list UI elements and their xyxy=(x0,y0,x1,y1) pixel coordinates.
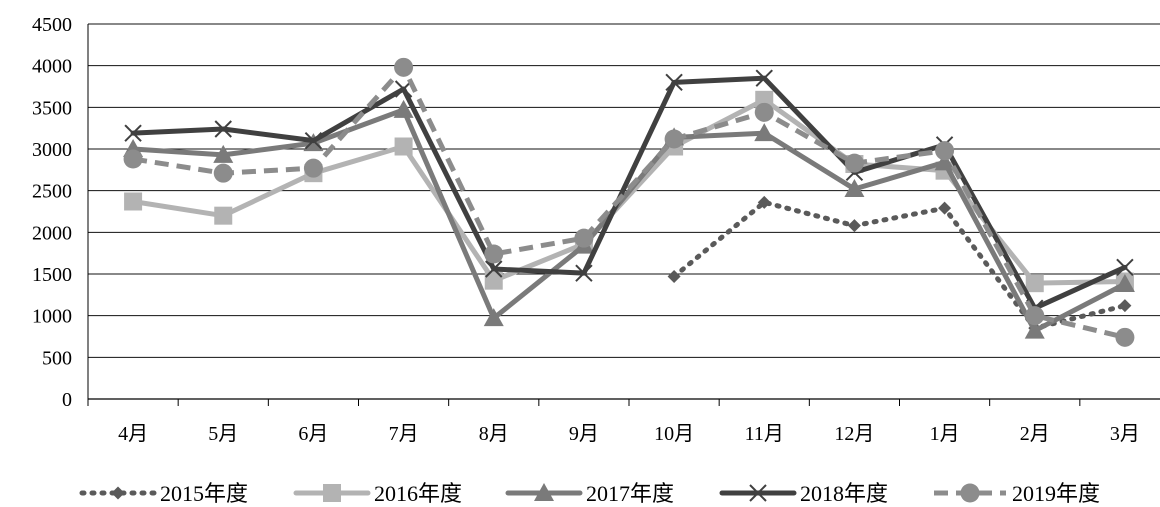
legend-marker-stroke xyxy=(749,484,767,502)
y-tick-label: 3000 xyxy=(32,139,72,161)
data-point xyxy=(484,271,503,290)
legend-item: 2016年度 xyxy=(293,481,462,506)
data-point xyxy=(1024,320,1045,339)
data-point xyxy=(214,120,232,138)
legend-label: 2016年度 xyxy=(374,481,462,506)
y-tick-label: 3500 xyxy=(32,97,72,119)
data-point xyxy=(123,149,143,169)
x-tick-label: 11月 xyxy=(745,423,784,445)
x-axis: 4月 5月 6月 7月 8月 9月 10月 11月 12月 1月 2月 3月 xyxy=(87,399,1140,445)
y-tick-label: 1500 xyxy=(32,264,72,286)
data-point xyxy=(213,144,234,163)
x-tick-label: 12月 xyxy=(834,423,874,445)
legend-item: 2019年度 xyxy=(934,481,1100,506)
y-tick-label: 2500 xyxy=(32,181,72,203)
data-point xyxy=(1114,274,1135,292)
legend-item: 2015年度 xyxy=(79,481,248,506)
data-point xyxy=(934,152,955,171)
data-point xyxy=(1116,258,1134,277)
data-point xyxy=(755,69,773,87)
series-lines xyxy=(123,57,1135,347)
series-line xyxy=(671,199,1128,331)
x-tick-label: 9月 xyxy=(569,423,599,445)
data-point-stroke xyxy=(755,69,773,87)
x-tick-label: 2月 xyxy=(1020,423,1050,445)
legend-marker xyxy=(111,486,125,500)
data-point xyxy=(124,192,143,211)
data-point xyxy=(1118,299,1132,313)
x-tick-label: 1月 xyxy=(930,423,960,445)
data-point xyxy=(303,158,323,178)
data-point xyxy=(667,270,681,283)
series-line xyxy=(130,107,1128,334)
x-tick-label: 3月 xyxy=(1110,423,1140,445)
data-point xyxy=(847,219,861,233)
data-point-stroke xyxy=(214,120,232,138)
series-line xyxy=(130,75,1128,311)
data-point-stroke xyxy=(575,264,593,282)
data-point xyxy=(664,129,684,149)
data-point xyxy=(1115,327,1135,347)
y-tick-label: 2000 xyxy=(32,222,72,244)
legend-marker xyxy=(534,483,554,501)
data-point xyxy=(844,153,864,173)
data-point xyxy=(483,308,504,327)
y-tick-label: 1000 xyxy=(32,306,72,328)
data-point xyxy=(574,228,594,248)
series-5 xyxy=(123,57,1135,347)
y-axis-tick-labels: 0 500 1000 1500 2000 2500 3000 3500 4000 4500 xyxy=(32,14,72,411)
y-tick-label: 4500 xyxy=(32,14,72,36)
legend-label: 2017年度 xyxy=(586,481,674,506)
data-point xyxy=(844,179,865,197)
data-point-stroke xyxy=(665,73,683,92)
x-tick-label: 8月 xyxy=(479,423,509,445)
data-point xyxy=(935,141,955,161)
data-point xyxy=(1025,274,1044,293)
data-point xyxy=(124,124,142,142)
data-point xyxy=(575,264,593,282)
data-point-stroke xyxy=(485,260,503,278)
legend-label: 2019年度 xyxy=(1012,481,1100,506)
x-tick-label: 5月 xyxy=(208,423,238,445)
data-point xyxy=(214,206,233,225)
data-point xyxy=(757,195,771,209)
y-tick-label: 4000 xyxy=(32,56,72,78)
legend-marker xyxy=(749,484,767,502)
data-point xyxy=(393,99,414,118)
legend-label: 2018年度 xyxy=(800,481,888,506)
x-tick-label: 7月 xyxy=(389,423,419,445)
legend-item: 2017年度 xyxy=(505,481,674,506)
x-tick-label: 4月 xyxy=(118,423,148,445)
data-point xyxy=(394,57,414,77)
legend-item: 2018年度 xyxy=(719,481,888,506)
data-point xyxy=(754,123,775,142)
data-point xyxy=(485,260,503,278)
data-point xyxy=(754,102,774,122)
legend-label: 2015年度 xyxy=(160,481,248,506)
data-point xyxy=(665,73,683,92)
series-line xyxy=(132,64,1126,340)
data-point xyxy=(213,163,233,183)
legend: 2015年度 2016年度 2017年度 2018年度 2019年度 xyxy=(79,481,1100,506)
gridlines xyxy=(87,23,1160,400)
y-tick-label: 0 xyxy=(62,389,72,411)
data-point-stroke xyxy=(124,124,142,142)
x-tick-label: 6月 xyxy=(298,423,328,445)
legend-marker xyxy=(960,483,980,503)
data-point xyxy=(484,244,504,264)
data-point xyxy=(1025,306,1045,326)
data-point xyxy=(304,131,323,150)
y-tick-label: 500 xyxy=(42,347,72,369)
data-point xyxy=(938,201,952,215)
legend-marker xyxy=(323,484,341,502)
data-point-stroke xyxy=(1116,258,1134,277)
x-tick-label: 10月 xyxy=(654,423,694,445)
data-point xyxy=(394,137,413,156)
data-point-stroke xyxy=(304,131,323,150)
